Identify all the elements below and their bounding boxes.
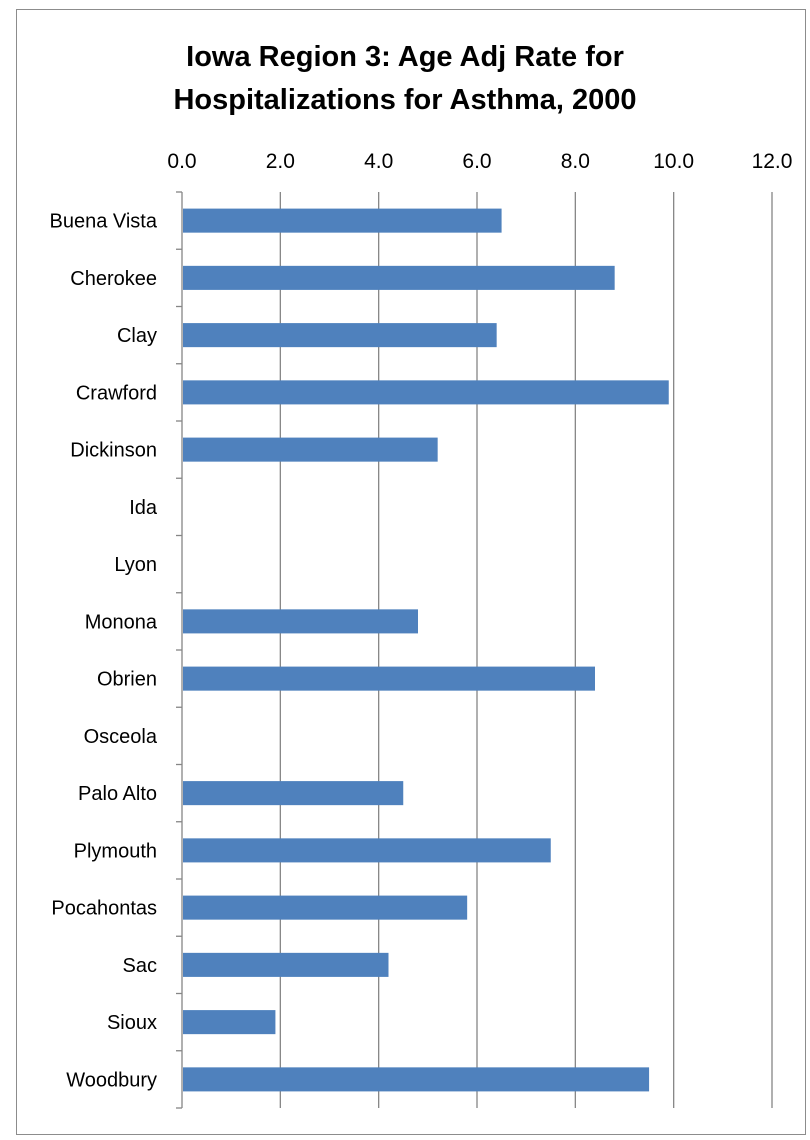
category-label: Clay — [117, 325, 157, 347]
category-label: Buena Vista — [50, 211, 158, 233]
chart-title-line-1: Iowa Region 3: Age Adj Rate for — [186, 41, 624, 73]
x-tick-label: 2.0 — [266, 150, 295, 173]
chart-title-line-2: Hospitalizations for Asthma, 2000 — [173, 84, 637, 116]
x-tick-label: 8.0 — [561, 150, 590, 173]
bar — [183, 323, 497, 348]
category-label: Woodbury — [66, 1069, 157, 1091]
category-label: Monona — [85, 611, 158, 633]
category-label: Lyon — [114, 554, 157, 576]
bar — [183, 609, 418, 634]
chart-title: Iowa Region 3: Age Adj Rate for Hospital… — [0, 36, 810, 122]
bar — [183, 1067, 650, 1092]
bar — [183, 437, 438, 462]
category-label: Sac — [123, 955, 157, 977]
category-label: Ida — [129, 497, 158, 519]
bar — [183, 208, 502, 233]
bar — [183, 1010, 276, 1035]
x-tick-label: 12.0 — [752, 150, 793, 173]
x-tick-label: 4.0 — [364, 150, 393, 173]
chart-frame — [16, 9, 806, 1135]
category-label: Obrien — [97, 669, 157, 691]
value-axis-ticks: 0.0 2.0 4.0 6.0 8.0 10.0 12.0 — [167, 150, 792, 173]
x-tick-label: 6.0 — [462, 150, 491, 173]
category-label: Pocahontas — [51, 898, 157, 920]
category-label: Palo Alto — [78, 783, 157, 805]
bar — [183, 666, 595, 691]
category-label: Osceola — [84, 726, 158, 748]
category-label: Cherokee — [70, 268, 157, 290]
category-labels: Buena Vista Cherokee Clay Crawford Dickinson… — [50, 211, 158, 1092]
bar — [183, 380, 669, 405]
x-tick-label: 0.0 — [167, 150, 196, 173]
bar — [183, 838, 551, 863]
category-label: Sioux — [107, 1012, 157, 1034]
bar — [183, 952, 389, 977]
bar — [183, 781, 404, 806]
bar — [183, 265, 615, 290]
x-tick-label: 10.0 — [653, 150, 694, 173]
category-label: Plymouth — [74, 840, 157, 862]
category-label: Dickinson — [70, 440, 157, 462]
bars — [183, 208, 669, 1092]
category-label: Crawford — [76, 382, 157, 404]
category-axis — [176, 191, 183, 1109]
bar — [183, 895, 468, 920]
